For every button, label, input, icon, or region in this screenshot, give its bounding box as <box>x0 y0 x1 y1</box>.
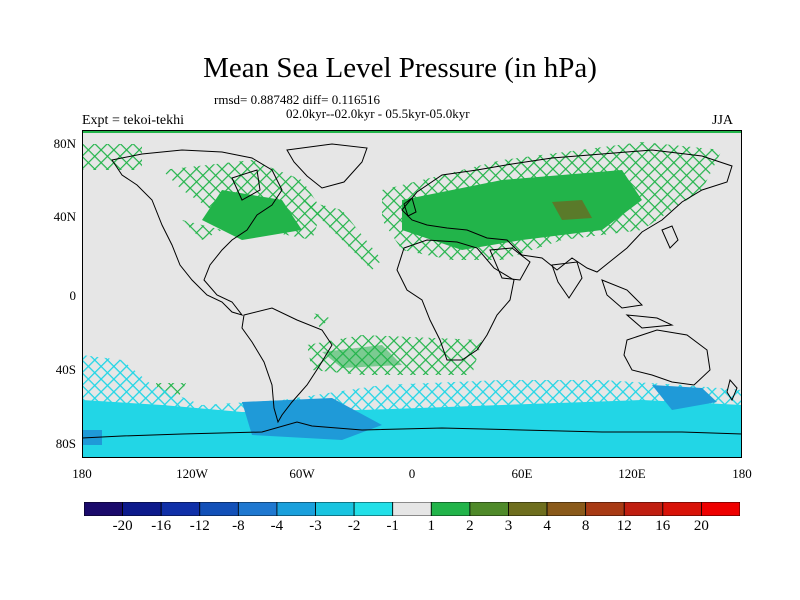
lat-label-80n: 80N <box>53 136 76 151</box>
colorbar-box <box>315 502 355 516</box>
colorbar-box <box>84 502 123 516</box>
lat-label-40n: 40N <box>53 209 76 224</box>
lat-label-40s: 40S <box>55 362 76 377</box>
colorbar-label: 20 <box>693 518 709 534</box>
chart-title: Mean Sea Level Pressure (in hPa) <box>203 52 597 84</box>
colorbar-label: -8 <box>232 518 245 534</box>
colorbar-label: 2 <box>466 518 474 534</box>
colorbar <box>84 502 740 516</box>
season-label: JJA <box>712 113 734 128</box>
colorbar-box <box>160 502 201 516</box>
lon-label-120e: 120E <box>618 466 646 481</box>
colorbar-label: 1 <box>427 518 436 534</box>
colorbar-box <box>546 502 587 516</box>
colorbar-box <box>430 502 471 516</box>
lon-label-60e: 60E <box>511 466 533 481</box>
lat-label-80s: 80S <box>55 436 76 451</box>
colorbar-box <box>469 502 509 516</box>
colorbar-label: 4 <box>543 518 551 534</box>
colorbar-label: 16 <box>655 518 671 534</box>
colorbar-label: 8 <box>581 518 590 534</box>
colorbar-label: -12 <box>189 518 210 534</box>
coastlines <box>82 143 742 439</box>
period-line: 02.0kyr--02.0kyr - 05.5kyr-05.0kyr <box>286 106 470 121</box>
colorbar-box <box>623 502 664 516</box>
colorbar-label: -1 <box>386 518 399 534</box>
map-frame <box>82 130 742 458</box>
colorbar-label: -4 <box>270 518 284 534</box>
colorbar-box <box>508 502 548 516</box>
lon-label-180w: 180 <box>72 466 92 481</box>
colorbar-box <box>276 502 316 516</box>
colorbar-box <box>701 502 740 516</box>
colorbar-box <box>392 502 432 516</box>
lon-label-180e: 180 <box>732 466 752 481</box>
colorbar-label: -3 <box>309 518 322 534</box>
colorbar-label: -16 <box>151 518 172 534</box>
colorbar-box <box>199 502 239 516</box>
colorbar-label: 3 <box>504 518 513 534</box>
lon-label-120w: 120W <box>176 466 208 481</box>
lat-label-0: 0 <box>69 288 77 303</box>
top-edge-shading <box>82 130 742 133</box>
colorbar-box <box>585 502 625 516</box>
stats-line: rmsd= 0.887482 diff= 0.116516 <box>214 92 380 107</box>
colorbar-box <box>353 502 394 516</box>
lon-label-60w: 60W <box>289 466 315 481</box>
colorbar-box <box>662 502 702 516</box>
experiment-label: Expt = tekoi-tekhi <box>82 113 184 128</box>
colorbar-label: 12 <box>616 518 632 534</box>
colorbar-box <box>122 502 162 516</box>
world-map <box>82 130 742 458</box>
lon-label-0: 0 <box>408 466 416 481</box>
colorbar-label: -20 <box>112 518 133 534</box>
colorbar-box <box>237 502 278 516</box>
colorbar-label: -2 <box>347 518 361 534</box>
